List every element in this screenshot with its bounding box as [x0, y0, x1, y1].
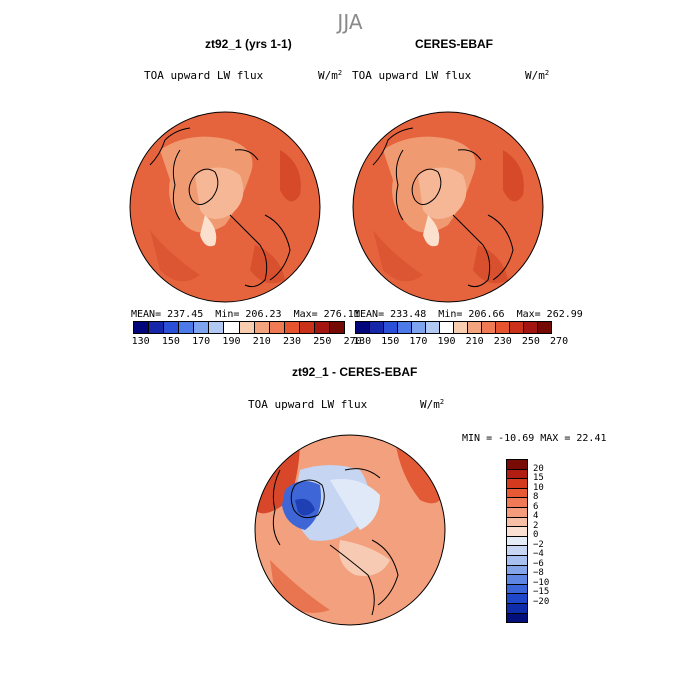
colorbar-swatch: [134, 322, 150, 333]
right-variable-label: TOA upward LW flux: [352, 69, 472, 82]
colorbar-swatch: [482, 322, 496, 333]
right-stats: MEAN= 233.48 Min= 206.66 Max= 262.99: [354, 309, 583, 320]
colorbar-swatch: [507, 488, 527, 499]
colorbar-tick-label: 210: [465, 336, 484, 347]
colorbar-tick-label: −4: [533, 549, 544, 560]
left-colorbar: [133, 321, 345, 334]
colorbar-swatch: [398, 322, 412, 333]
colorbar-swatch: [194, 322, 210, 333]
colorbar-swatch: [209, 322, 225, 333]
colorbar-swatch: [507, 479, 527, 489]
right-panel-title: CERES-EBAF: [415, 37, 494, 51]
colorbar-tick-label: 230: [493, 336, 512, 347]
colorbar-tick-label: 0: [533, 530, 539, 541]
colorbar-swatch: [507, 594, 527, 604]
colorbar-swatch: [269, 322, 285, 333]
colorbar-tick-label: 250: [521, 336, 540, 347]
colorbar-swatch: [224, 322, 240, 333]
colorbar-swatch: [314, 322, 331, 333]
right-coastlines: [372, 127, 514, 288]
difference-minmax: MIN = -10.69 MAX = 22.41: [462, 433, 607, 444]
colorbar-swatch: [370, 322, 384, 333]
colorbar-tick-label: 10: [533, 482, 544, 493]
left-units-label: W/m2: [318, 69, 343, 82]
colorbar-tick-label: 170: [192, 336, 211, 347]
colorbar-tick-label: −10: [533, 577, 550, 588]
colorbar-swatch: [164, 322, 180, 333]
colorbar-tick-label: 20: [533, 463, 544, 474]
colorbar-swatch: [507, 575, 527, 585]
colorbar-swatch: [507, 527, 527, 537]
colorbar-swatch: [468, 322, 482, 333]
colorbar-swatch: [507, 517, 527, 528]
left-stats: MEAN= 237.45 Min= 206.23 Max= 276.11: [131, 309, 360, 320]
colorbar-swatch: [507, 603, 527, 614]
difference-variable-label: TOA upward LW flux: [248, 398, 368, 411]
colorbar-tick-label: 270: [550, 336, 569, 347]
colorbar-tick-label: 150: [161, 336, 180, 347]
left-polar-map: [130, 112, 320, 302]
right-colorbar: [355, 321, 552, 334]
left-variable-label: TOA upward LW flux: [144, 69, 264, 82]
colorbar-tick-label: 150: [381, 336, 400, 347]
colorbar-swatch: [384, 322, 398, 333]
colorbar-swatch: [510, 322, 524, 333]
difference-colorbar: [506, 459, 528, 623]
colorbar-swatch: [426, 322, 440, 333]
colorbar-swatch: [507, 555, 527, 566]
colorbar-swatch: [299, 322, 315, 333]
colorbar-tick-label: 210: [252, 336, 271, 347]
colorbar-tick-label: −15: [533, 587, 550, 598]
colorbar-swatch: [412, 322, 426, 333]
colorbar-tick-label: 230: [283, 336, 302, 347]
colorbar-tick-label: −8: [533, 568, 544, 579]
colorbar-tick-label: 2: [533, 520, 539, 531]
colorbar-swatch: [507, 536, 527, 547]
season-title: JJA: [337, 10, 363, 34]
colorbar-tick-label: 8: [533, 492, 539, 503]
colorbar-tick-label: 130: [353, 336, 372, 347]
difference-title: zt92_1 - CERES-EBAF: [292, 365, 418, 379]
right-units-label: W/m2: [525, 69, 550, 82]
right-polar-map: [353, 112, 543, 302]
colorbar-swatch: [507, 469, 527, 480]
colorbar-tick-label: 15: [533, 473, 544, 484]
left-panel-title: zt92_1 (yrs 1-1): [205, 37, 292, 51]
colorbar-swatch: [507, 507, 527, 518]
left-coastlines: [149, 127, 291, 288]
colorbar-swatch: [507, 584, 527, 595]
colorbar-tick-label: 130: [131, 336, 150, 347]
colorbar-swatch: [356, 322, 370, 333]
colorbar-swatch: [454, 322, 468, 333]
colorbar-swatch: [330, 322, 345, 333]
colorbar-tick-label: −6: [533, 558, 544, 569]
colorbar-swatch: [239, 322, 255, 333]
colorbar-swatch: [507, 613, 527, 623]
colorbar-swatch: [179, 322, 195, 333]
colorbar-swatch: [149, 322, 165, 333]
colorbar-swatch: [440, 322, 454, 333]
colorbar-swatch: [538, 322, 551, 333]
difference-units-label: W/m2: [420, 398, 445, 411]
colorbar-swatch: [284, 322, 300, 333]
colorbar-tick-label: −2: [533, 539, 544, 550]
colorbar-swatch: [496, 322, 510, 333]
colorbar-tick-label: 190: [437, 336, 456, 347]
difference-colorbar-labels: 20 15 10 8 6 4 2 0 −2 −4 −6 −8 −10 −15 −20: [533, 459, 573, 621]
colorbar-swatch: [507, 546, 527, 556]
colorbar-swatch: [254, 322, 270, 333]
colorbar-tick-label: −20: [533, 596, 550, 607]
colorbar-tick-label: 250: [313, 336, 332, 347]
colorbar-swatch: [507, 460, 527, 470]
difference-polar-map: [255, 435, 445, 625]
colorbar-tick-label: 170: [409, 336, 428, 347]
colorbar-tick-label: 190: [222, 336, 241, 347]
colorbar-swatch: [524, 322, 538, 333]
colorbar-tick-label: 6: [533, 501, 539, 512]
colorbar-swatch: [507, 498, 527, 508]
colorbar-swatch: [507, 565, 527, 576]
colorbar-tick-label: 4: [533, 511, 539, 522]
colorbar-tick-label: 270: [343, 336, 362, 347]
